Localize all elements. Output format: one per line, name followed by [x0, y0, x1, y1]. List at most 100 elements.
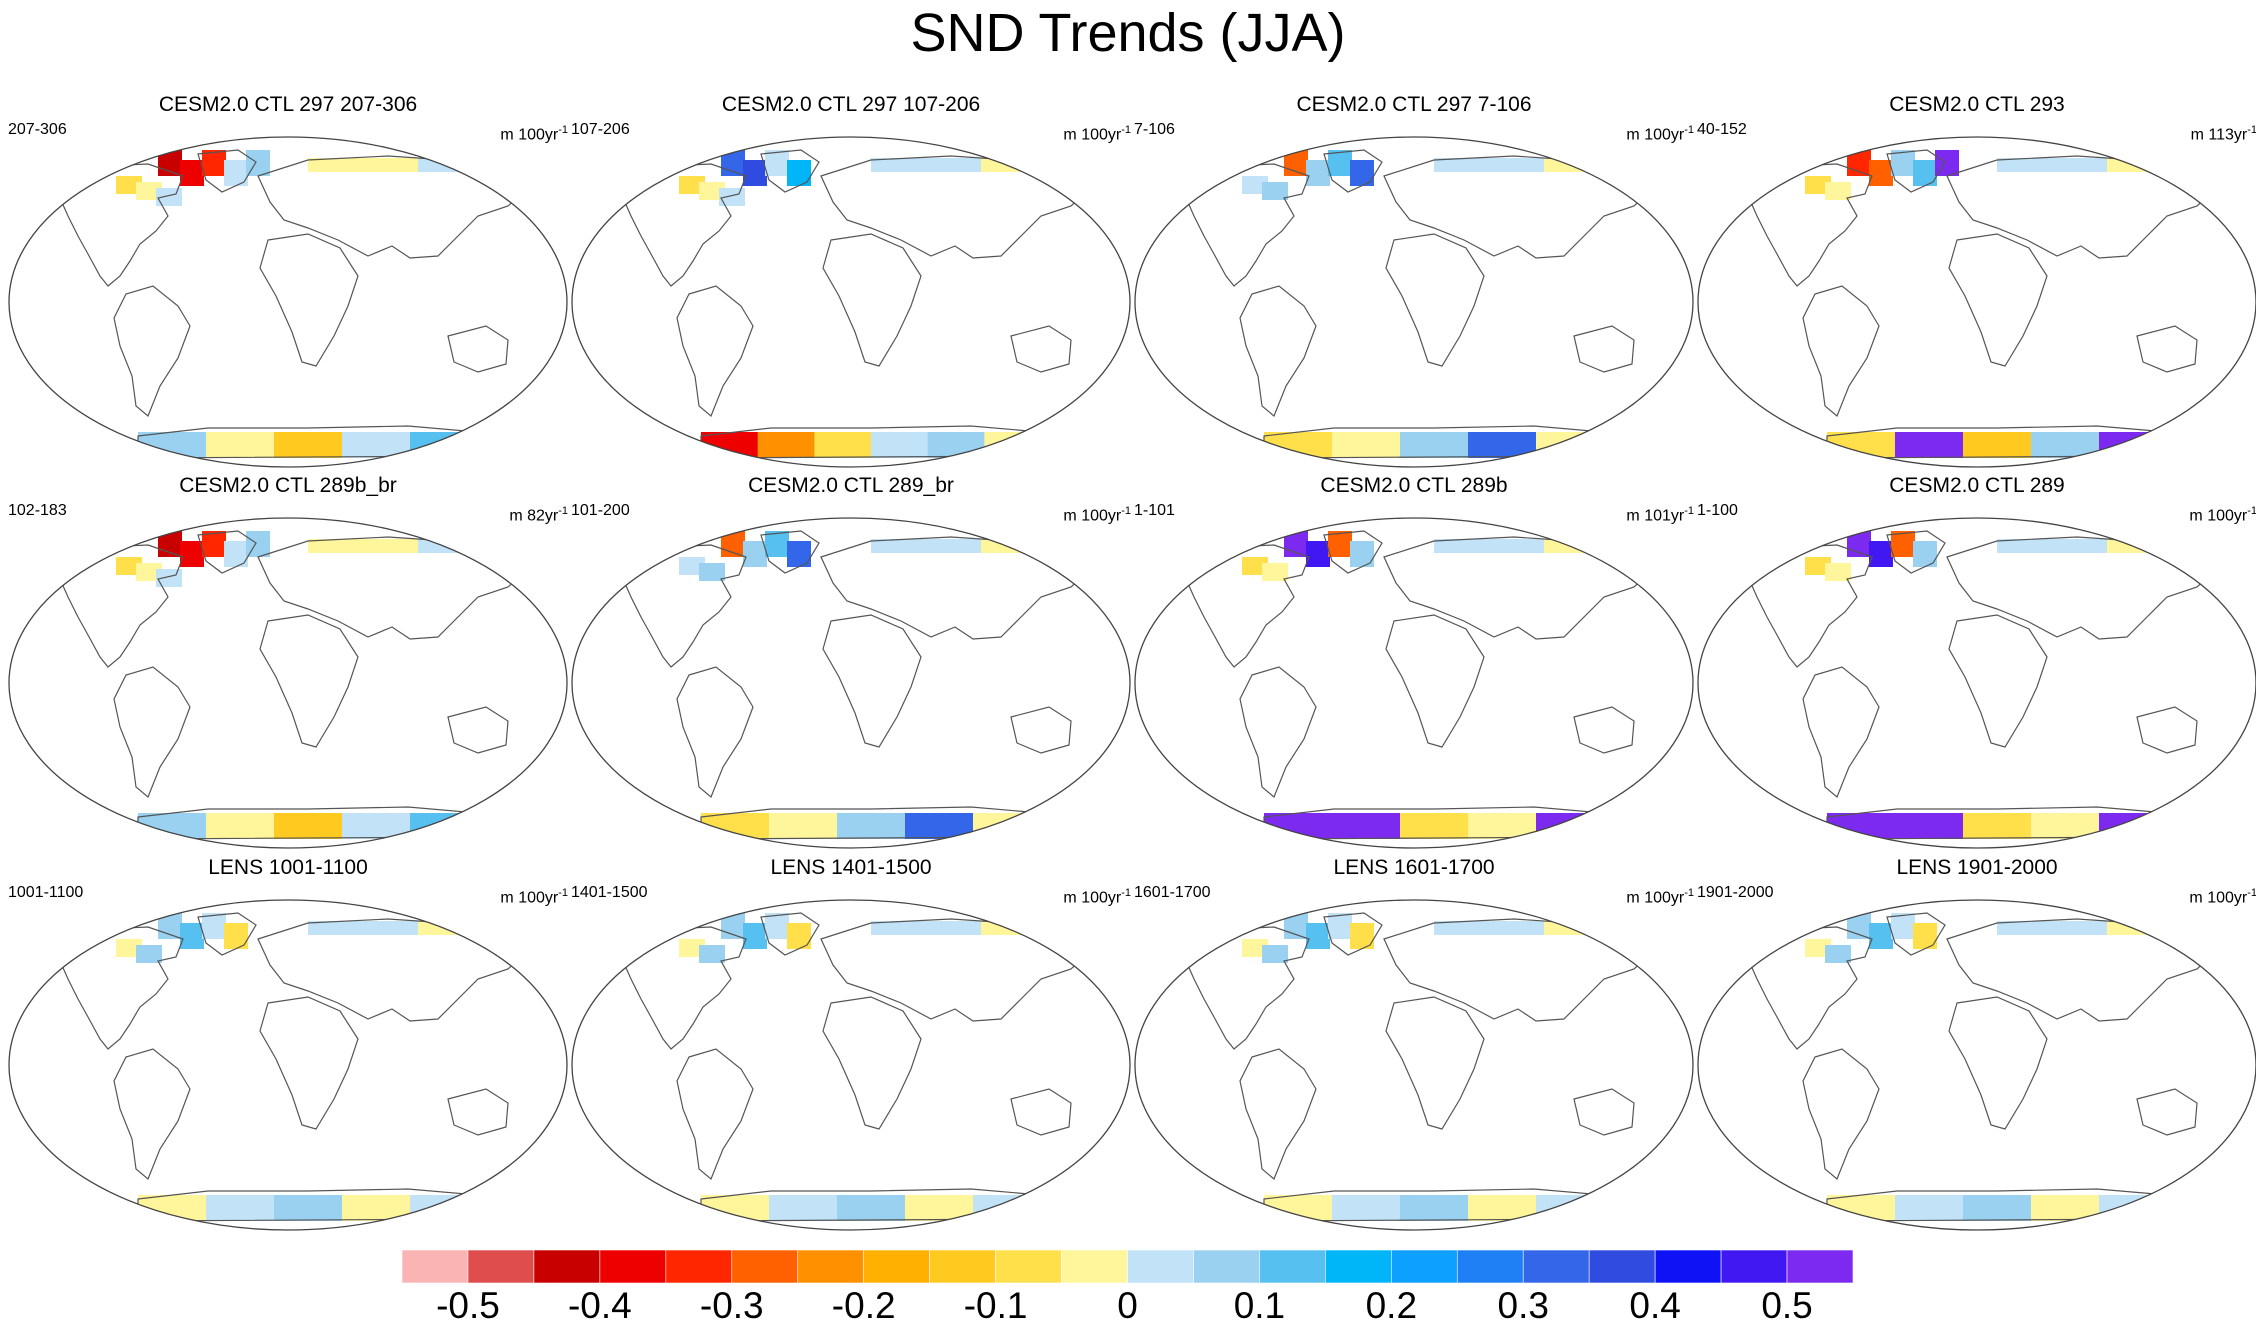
trend-field — [981, 921, 1101, 935]
panel-title: CESM2.0 CTL 297 207-306 — [158, 93, 418, 116]
trend-field — [701, 432, 759, 458]
units-exponent: -1 — [1121, 505, 1131, 517]
colorbar-tick-label: -0.5 — [436, 1285, 500, 1326]
coastline — [1886, 912, 1946, 956]
trend-field — [2031, 1195, 2100, 1221]
units-text: m 100yr — [500, 889, 559, 907]
trend-field — [1536, 1195, 1605, 1221]
panel-title: CESM2.0 CTL 297 7-106 — [1296, 93, 1532, 116]
map-content — [59, 912, 538, 1222]
map-border — [1134, 899, 1694, 1231]
map-content — [1748, 530, 2227, 840]
trend-field — [1805, 176, 1831, 194]
panel-period-label: 207-306 — [8, 121, 67, 138]
colorbar-tick-label: 0.4 — [1629, 1285, 1681, 1326]
trend-field — [1262, 182, 1288, 200]
trend-field — [743, 541, 767, 567]
map-content — [622, 149, 1101, 459]
trend-field — [2099, 813, 2168, 839]
coastline — [1802, 1048, 1880, 1180]
map-border — [8, 517, 568, 849]
coastline — [447, 1088, 509, 1136]
trend-field — [410, 432, 479, 458]
coastline — [1385, 996, 1485, 1130]
trend-field — [1963, 813, 2032, 839]
panel-units-label: m 100yr-1 — [1626, 883, 1694, 908]
robinson-map — [1697, 136, 2256, 468]
trend-field — [765, 913, 789, 939]
trend-field — [1434, 158, 1554, 172]
robinson-map — [571, 899, 1131, 1231]
map-panel: CESM2.0 CTL 297 7-106 7-106 m 100yr-1 — [1134, 92, 1694, 472]
colorbar-tick-label: -0.1 — [963, 1285, 1028, 1326]
trend-field — [1328, 531, 1352, 557]
trend-field — [1536, 813, 1605, 839]
trend-field — [1332, 1195, 1401, 1221]
trend-field — [2099, 432, 2168, 458]
panel-title: CESM2.0 CTL 289b — [1320, 474, 1508, 497]
trend-field — [202, 913, 226, 939]
trend-field — [2031, 813, 2100, 839]
coastline — [1748, 163, 1873, 287]
map-border — [571, 517, 1131, 849]
trend-field — [1891, 531, 1915, 557]
trend-field — [1895, 813, 1964, 839]
trend-field — [1262, 563, 1288, 581]
units-exponent: -1 — [1121, 887, 1131, 899]
panel-units-label: m 113yr-1 — [2191, 120, 2256, 145]
panel-period-label: 1-100 — [1697, 502, 1738, 519]
coastline — [1573, 1088, 1635, 1136]
robinson-map — [1134, 517, 1694, 849]
coastline — [113, 285, 191, 417]
panel-title: LENS 1901-2000 — [1896, 856, 2058, 879]
map-panel: LENS 1001-1100 1001-1100 m 100yr-1 — [8, 855, 568, 1235]
coastline — [1185, 926, 1310, 1050]
trend-field — [342, 1195, 411, 1221]
trend-field — [757, 432, 816, 458]
trend-field — [1825, 945, 1851, 963]
trend-field — [1895, 432, 1964, 458]
trend-field — [1306, 160, 1330, 186]
trend-field — [1468, 813, 1537, 839]
trend-field — [1805, 557, 1831, 575]
trend-field — [905, 813, 974, 839]
trend-field — [2099, 1195, 2168, 1221]
coastline — [1239, 285, 1317, 417]
panel-units-label: m 100yr-1 — [1063, 501, 1131, 526]
map-border — [571, 899, 1131, 1231]
map-content — [1748, 912, 2227, 1222]
robinson-map — [8, 899, 568, 1231]
trend-field — [1328, 150, 1352, 176]
trend-field — [699, 563, 725, 581]
trend-field — [1891, 913, 1915, 939]
trend-field — [1434, 921, 1554, 935]
trend-field — [274, 1195, 343, 1221]
robinson-map — [1697, 517, 2256, 849]
coastline — [2136, 325, 2198, 373]
units-exponent: -1 — [2247, 887, 2256, 899]
coastline — [197, 530, 257, 574]
trend-field — [1869, 923, 1893, 949]
trend-field — [981, 539, 1101, 553]
map-content — [622, 912, 1101, 1222]
trend-field — [1536, 432, 1605, 458]
trend-field — [1891, 150, 1915, 176]
trend-field — [116, 176, 142, 194]
coastline — [113, 666, 191, 798]
coastline — [1010, 706, 1072, 754]
trend-field — [1468, 432, 1537, 458]
coastline — [259, 996, 359, 1130]
trend-field — [1242, 939, 1268, 957]
trend-field — [2031, 432, 2100, 458]
coastline — [1948, 614, 2048, 748]
coastline — [676, 666, 754, 798]
colorbar-tick-label: 0 — [1117, 1285, 1138, 1326]
trend-field — [679, 176, 705, 194]
units-exponent: -1 — [1121, 124, 1131, 136]
trend-field — [136, 945, 162, 963]
coastline — [1010, 1088, 1072, 1136]
panel-units-label: m 82yr-1 — [509, 501, 568, 526]
panel-units-label: m 100yr-1 — [2189, 501, 2256, 526]
trend-field — [342, 813, 411, 839]
